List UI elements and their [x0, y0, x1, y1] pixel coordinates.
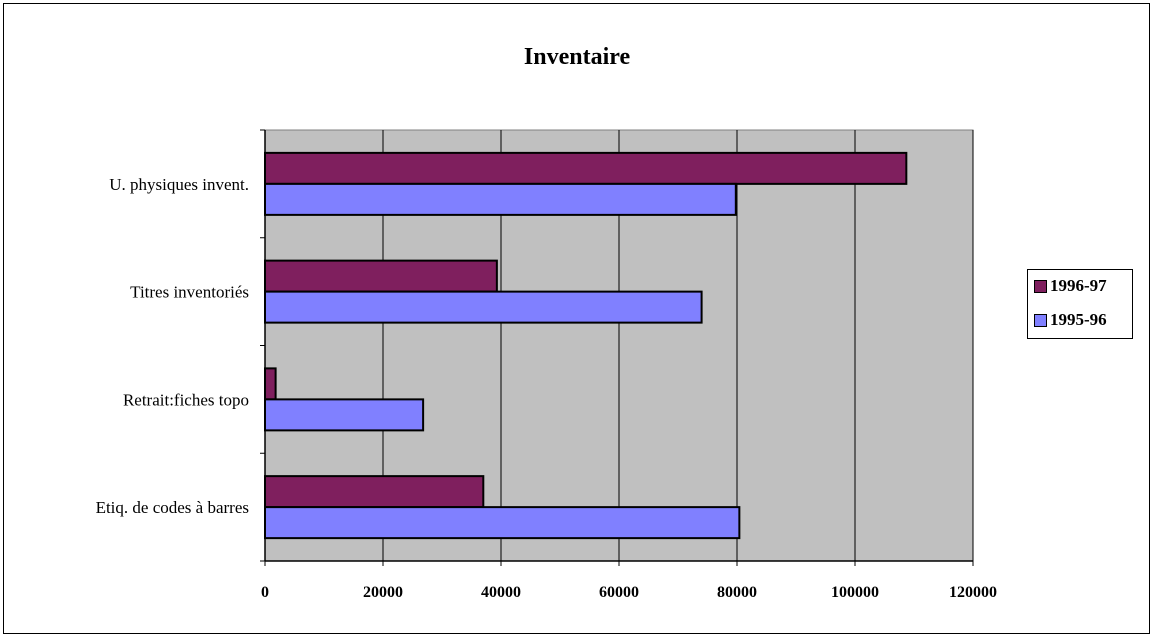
x-tick-label: 60000	[599, 584, 639, 601]
bar-1996-97	[264, 367, 277, 401]
category-label: Titres inventoriés	[130, 283, 249, 302]
category-label: Etiq. de codes à barres	[96, 498, 249, 517]
legend-item-1996-97: 1996-97	[1034, 276, 1107, 296]
bar-1996-97	[264, 475, 485, 509]
category-label: U. physiques invent.	[109, 175, 249, 194]
x-tick-label: 80000	[717, 584, 757, 601]
legend-swatch-1996-97	[1034, 279, 1047, 293]
bar-1996-97	[264, 151, 908, 185]
bar-1996-97	[264, 259, 498, 293]
legend-label-1995-96: 1995-96	[1050, 310, 1107, 329]
bar-1995-96	[264, 290, 703, 324]
x-tick-label: 120000	[949, 584, 997, 601]
x-tick-label: 20000	[363, 584, 403, 601]
x-tick-label: 40000	[481, 584, 521, 601]
legend-swatch-1995-96	[1034, 313, 1047, 327]
legend-item-1995-96: 1995-96	[1034, 310, 1107, 330]
bar-1995-96	[264, 398, 425, 432]
category-label: Retrait:fiches topo	[123, 390, 249, 409]
bar-1995-96	[264, 506, 741, 540]
x-tick-label: 100000	[831, 584, 879, 601]
legend-label-1996-97: 1996-97	[1050, 276, 1107, 295]
bar-1995-96	[264, 182, 737, 216]
legend: 1996-97 1995-96	[1027, 269, 1133, 339]
chart-title: Inventaire	[523, 44, 631, 70]
x-tick-label: 0	[261, 584, 269, 601]
